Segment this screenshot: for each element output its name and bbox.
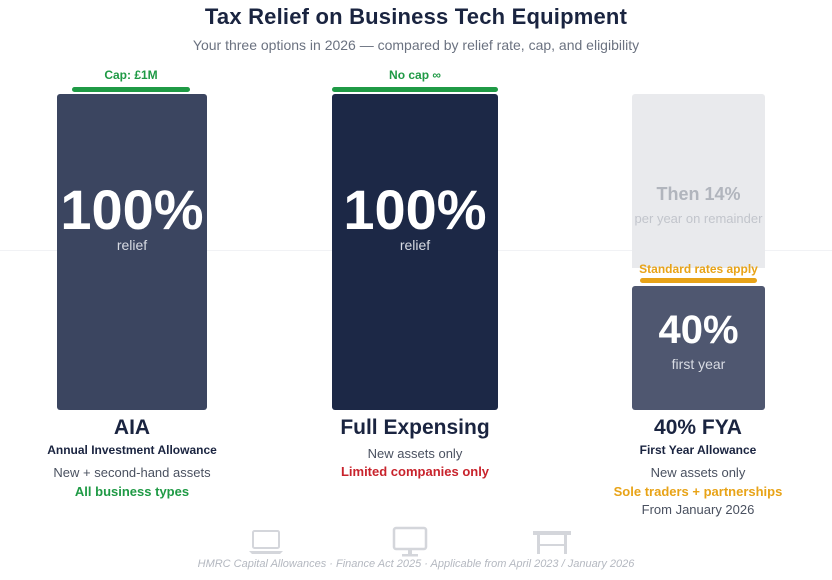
cap-label-full-expensing: No cap ∞ [389, 68, 441, 82]
option-name-aia: AIA [113, 416, 151, 439]
relief-label-aia: relief [116, 237, 148, 253]
relief-label-full-expensing: relief [399, 237, 431, 253]
bar-fya-remainder: Then 14% per year on remainder [632, 94, 765, 268]
assets-full-expensing: New assets only [367, 446, 463, 461]
desk-icon [533, 531, 571, 554]
chart-title: Tax Relief on Business Tech Equipment [204, 4, 628, 29]
assets-fya: New assets only [650, 465, 746, 480]
bar-full-expensing: 100% relief [332, 94, 498, 410]
cap-line-aia [72, 87, 190, 92]
eligibility-fya: Sole traders + partnerships [613, 484, 783, 499]
cap-line-full-expensing [332, 87, 498, 92]
date-fya: From January 2026 [641, 502, 755, 517]
cap-label-fya: Standard rates apply [639, 262, 758, 276]
option-name-full-expensing: Full Expensing [340, 416, 490, 439]
bar-aia: 100% relief [57, 94, 207, 410]
option-fullname-fya: First Year Allowance [639, 443, 757, 457]
assets-aia: New + second-hand assets [53, 465, 211, 480]
relief-value-full-expensing: 100% [343, 178, 487, 241]
monitor-icon [392, 526, 428, 557]
relief-value-fya: 40% [658, 307, 739, 352]
eligibility-aia: All business types [74, 484, 190, 499]
laptop-icon [249, 530, 283, 554]
option-name-fya: 40% FYA [654, 416, 742, 439]
option-fullname-aia: Annual Investment Allowance [47, 443, 217, 457]
cap-label-aia: Cap: £1M [104, 68, 158, 82]
remainder-label-fya: per year on remainder [634, 211, 763, 226]
footer-source: HMRC Capital Allowances · Finance Act 20… [197, 558, 635, 570]
cap-line-fya [640, 278, 757, 283]
chart-subtitle: Your three options in 2026 — compared by… [192, 37, 640, 53]
bar-fya: 40% first year [632, 285, 765, 410]
relief-label-fya: first year [671, 355, 726, 372]
relief-value-aia: 100% [60, 178, 204, 241]
remainder-value-fya: Then 14% [656, 184, 741, 204]
eligibility-full-expensing: Limited companies only [340, 464, 490, 479]
